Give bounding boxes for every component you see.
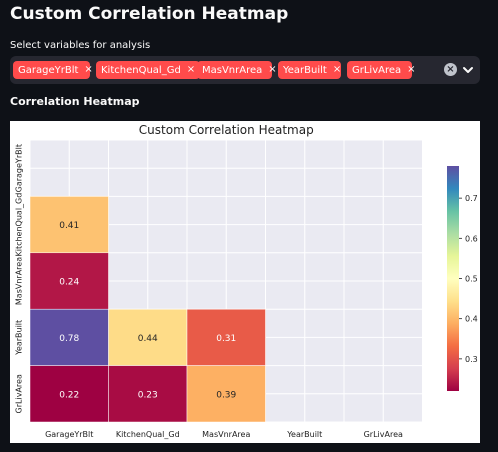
tag-label: KitchenQual_Gd [101, 64, 181, 76]
y-tick-label: GrLivArea [15, 374, 24, 413]
tag-label: MasVnrArea [202, 64, 263, 76]
colorbar-tick-label: 0.7 [465, 194, 478, 203]
selected-tag-masvnrarea: MasVnrArea × [197, 61, 277, 79]
heatmap-figure: Custom Correlation Heatmap 0.41 0.24 0.78 0.… [10, 121, 480, 443]
selected-tag-kitchenqual-gd: KitchenQual_Gd × [96, 61, 200, 79]
heatmap-cell [186, 365, 266, 423]
section-heading: Correlation Heatmap [10, 95, 140, 108]
close-icon[interactable]: × [268, 64, 277, 75]
y-tick-label: GarageYrBlt [15, 144, 24, 192]
cell-value-label: 0.39 [216, 390, 236, 400]
cell-value-label: 0.78 [59, 334, 79, 344]
x-tick-label: GarageYrBlt [45, 430, 93, 439]
close-icon[interactable]: × [186, 64, 196, 75]
close-icon[interactable]: × [84, 64, 93, 75]
x-tick-label: GrLivArea [364, 430, 403, 439]
cell-value-label: 0.31 [216, 334, 236, 344]
selected-tag-garageyrblt: GarageYrBlt × [13, 61, 93, 79]
chevron-down-icon[interactable] [461, 63, 475, 77]
heatmap-cell [29, 365, 109, 423]
multiselect-label: Select variables for analysis [10, 40, 151, 51]
cell-value-label: 0.23 [138, 390, 158, 400]
heatmap-cell [108, 365, 188, 423]
close-icon[interactable]: × [407, 64, 416, 75]
clear-circle-icon[interactable]: × [444, 63, 457, 76]
x-tick-label: MasVnrArea [202, 430, 250, 439]
colorbar [447, 166, 459, 391]
tag-label: GarageYrBlt [18, 64, 79, 76]
y-tick-label: MasVnrArea [15, 257, 24, 305]
heatmap-cell [108, 308, 188, 366]
close-icon[interactable]: × [332, 64, 342, 75]
x-tick-label: YearBuilt [286, 430, 322, 439]
y-tick-label: KitchenQual_Gd [15, 193, 24, 257]
page-title: Custom Correlation Heatmap [10, 4, 289, 24]
colorbar-tick-label: 0.4 [465, 315, 478, 324]
tag-label: GrLivArea [352, 64, 402, 76]
chart-title: Custom Correlation Heatmap [139, 123, 314, 137]
cell-value-label: 0.24 [59, 278, 79, 288]
cell-value-label: 0.44 [138, 334, 158, 344]
cell-value-label: 0.41 [59, 221, 79, 231]
heatmap-cell [29, 252, 109, 310]
selected-tag-yearbuilt: YearBuilt × [278, 61, 341, 79]
x-tick-label: KitchenQual_Gd [116, 430, 180, 439]
variable-multiselect[interactable]: GarageYrBlt × KitchenQual_Gd × MasVnrAre… [10, 56, 480, 84]
colorbar-tick-label: 0.5 [465, 275, 478, 284]
selected-tag-grlivarea: GrLivArea × [347, 61, 416, 79]
cell-value-label: 0.22 [59, 390, 79, 400]
heatmap-cell [29, 196, 109, 254]
correlation-heatmap: Custom Correlation Heatmap 0.41 0.24 0.78 0.… [15, 123, 478, 439]
y-tick-label: YearBuilt [15, 320, 24, 356]
colorbar-tick-label: 0.6 [465, 234, 478, 243]
heatmap-cell [186, 308, 266, 366]
colorbar-tick-label: 0.3 [465, 355, 478, 364]
tag-label: YearBuilt [283, 64, 327, 76]
